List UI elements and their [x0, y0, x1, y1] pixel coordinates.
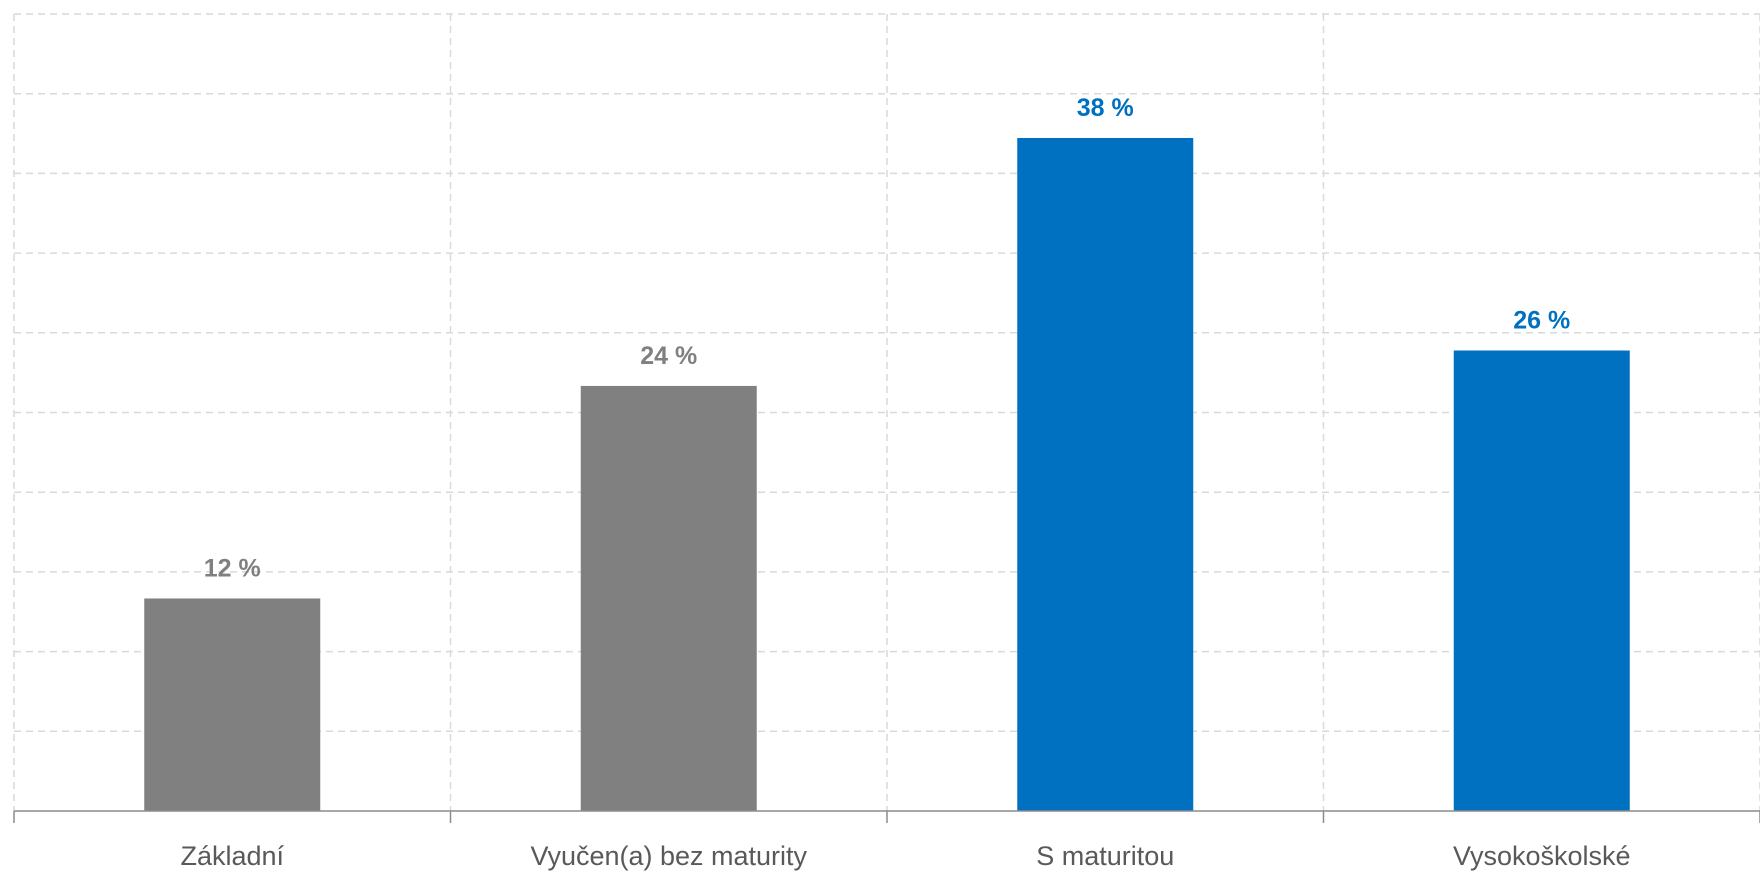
data-label: 38 % — [1077, 94, 1134, 122]
category-labels: Základní Vyučen(a) bez maturity S maturito… — [180, 841, 1630, 871]
bar — [144, 598, 321, 811]
data-label: 24 % — [640, 342, 697, 370]
data-label: 26 % — [1513, 307, 1570, 335]
x-axis — [13, 810, 1760, 823]
bar — [580, 385, 757, 811]
category-label: S maturitou — [1036, 841, 1174, 871]
data-label: 12 % — [204, 554, 261, 582]
category-label: Základní — [180, 841, 284, 871]
category-label: Vyučen(a) bez maturity — [530, 841, 807, 871]
data-labels: 12 % 24 % 38 % 26 % — [204, 94, 1570, 582]
bars — [144, 137, 1630, 811]
bar — [1017, 137, 1194, 811]
bar — [1453, 350, 1630, 811]
category-label: Vysokoškolské — [1453, 841, 1631, 871]
